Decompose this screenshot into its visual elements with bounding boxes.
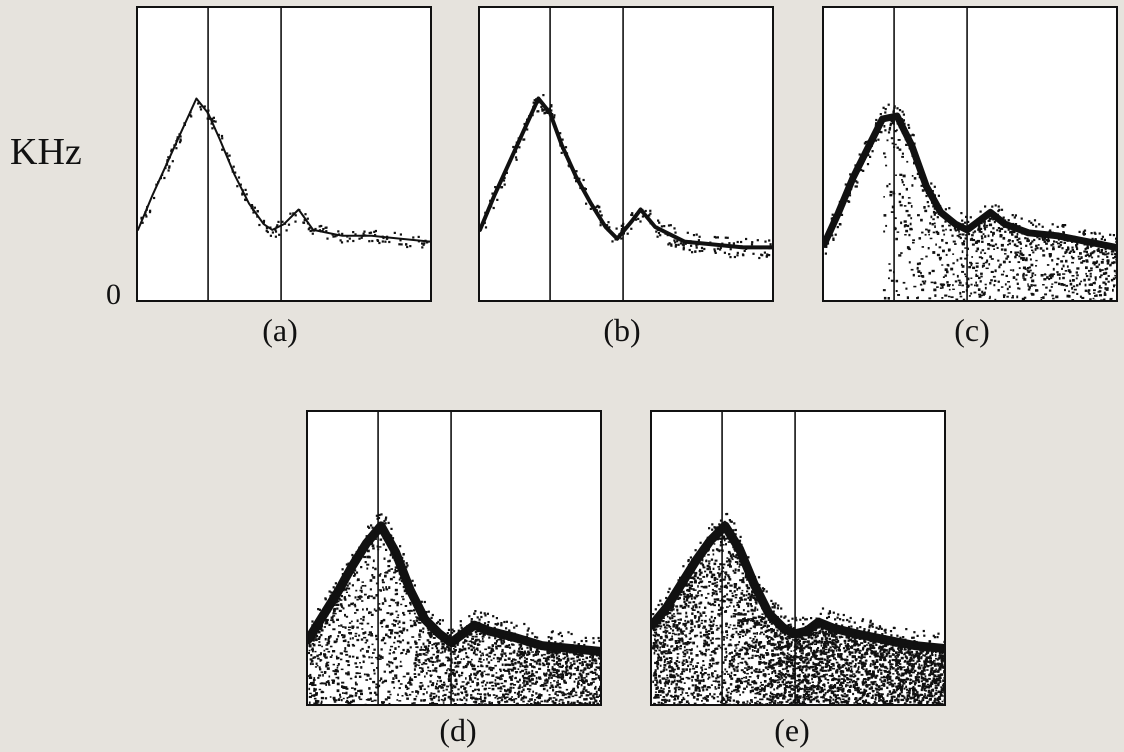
panel-b	[478, 6, 774, 302]
panel-e-svg	[650, 410, 946, 706]
panel-d-frame	[306, 410, 602, 706]
panel-b-trace-noise	[481, 94, 772, 260]
panel-d	[306, 410, 602, 706]
panel-d-svg	[306, 410, 602, 706]
panel-e-trace	[650, 521, 946, 653]
panel-a-trace-noise	[140, 102, 432, 249]
panel-c	[822, 6, 1118, 302]
panel-b-frame	[478, 6, 774, 302]
panel-b-svg	[478, 6, 774, 302]
panel-b-background	[479, 7, 773, 301]
panel-label-b: (b)	[603, 312, 641, 348]
panel-c-trace	[822, 112, 1118, 251]
panel-c-frame	[822, 6, 1118, 302]
panel-label-d: (d)	[439, 712, 477, 748]
panel-b-trace	[478, 96, 774, 250]
y-zero-label: 0	[106, 278, 121, 311]
panel-e-trace-noise	[652, 512, 946, 667]
panel-label-a: (a)	[262, 312, 298, 348]
panel-d-trace-noise	[309, 513, 602, 670]
panel-a-frame	[136, 6, 432, 302]
panel-a	[136, 6, 432, 302]
panel-c-svg	[822, 6, 1118, 302]
panel-a-background	[137, 7, 431, 301]
panel-c-background	[823, 7, 1117, 301]
y-axis-label: KHz	[10, 131, 82, 173]
panel-a-svg	[136, 6, 432, 302]
panel-label-c: (c)	[954, 312, 990, 348]
panel-d-background	[307, 411, 601, 705]
panel-e-frame	[650, 410, 946, 706]
panel-label-e: (e)	[774, 712, 810, 748]
panel-e	[650, 410, 946, 706]
